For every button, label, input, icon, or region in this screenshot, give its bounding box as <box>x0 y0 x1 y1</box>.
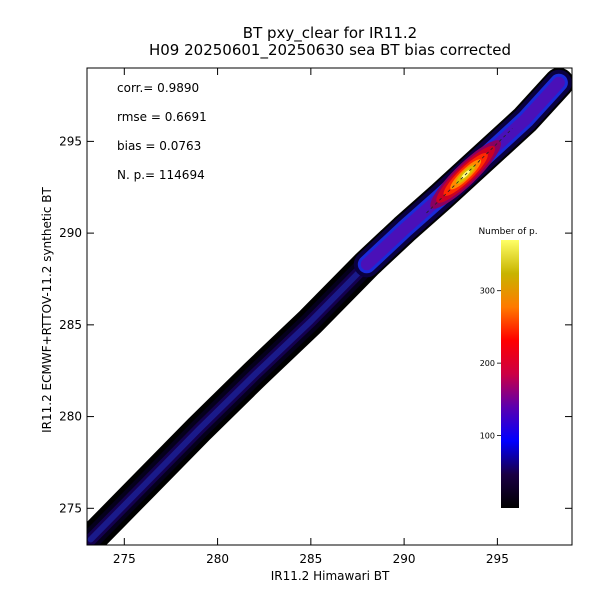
stat-text: rmse = 0.6691 <box>117 110 207 124</box>
stat-text: N. p.= 114694 <box>117 168 205 182</box>
chart-title: BT pxy_clear for IR11.2 <box>243 24 417 43</box>
y-tick-label: 285 <box>59 318 82 332</box>
y-tick-label: 275 <box>59 501 82 515</box>
y-axis: 275 280 285 290 295 <box>59 134 572 515</box>
density-layer <box>87 68 572 545</box>
plot-frame <box>86 67 573 546</box>
colorbar-title: Number of p. <box>478 227 537 237</box>
statistics-box: corr.= 0.9890 rmse = 0.6691 bias = 0.0763 N… <box>117 81 207 182</box>
colorbar-tick-label: 200 <box>480 359 495 368</box>
colorbar-tick-label: 300 <box>480 287 495 296</box>
x-tick-label: 285 <box>299 552 322 566</box>
y-axis-label: IR11.2 ECMWF+RTTOV-11.2 synthetic BT <box>40 186 54 432</box>
x-tick-label: 295 <box>486 552 509 566</box>
stat-text: corr.= 0.9890 <box>117 81 199 95</box>
x-tick-label: 290 <box>393 552 416 566</box>
x-axis: 275 280 285 290 295 <box>113 68 509 566</box>
stat-text: bias = 0.0763 <box>117 139 201 153</box>
colorbar-tick-label: 100 <box>480 432 495 441</box>
x-tick-label: 275 <box>113 552 136 566</box>
chart-subtitle: H09 20250601_20250630 sea BT bias correc… <box>149 41 511 60</box>
core-line <box>426 128 513 214</box>
y-tick-label: 280 <box>59 410 82 424</box>
x-tick-label: 280 <box>206 552 229 566</box>
density-cloud <box>87 68 572 545</box>
x-axis-label: IR11.2 Himawari BT <box>271 569 390 583</box>
y-tick-label: 295 <box>59 134 82 148</box>
y-tick-label: 290 <box>59 226 82 240</box>
colorbar-scale <box>501 240 519 508</box>
colorbar: Number of p. 100 200 300 <box>478 227 538 508</box>
